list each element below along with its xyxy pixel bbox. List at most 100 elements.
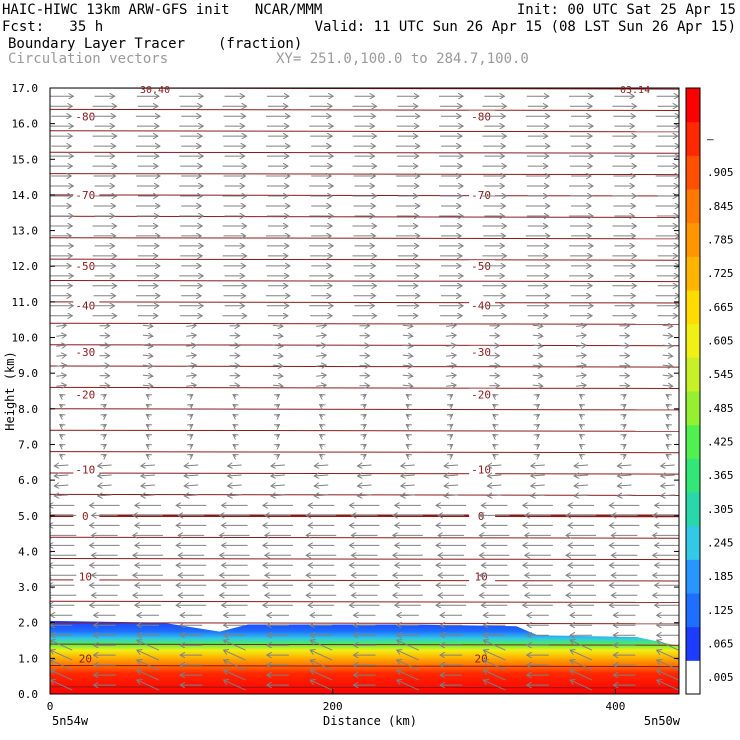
colorbar-label: .905: [707, 166, 734, 179]
y-tick-label: 3.0: [18, 581, 38, 594]
vector-arrow: [532, 345, 543, 346]
vector-arrow: [186, 355, 196, 356]
colorbar-swatch: [686, 458, 700, 493]
vector-arrow: [493, 425, 496, 427]
y-tick-label: 2.0: [18, 617, 38, 630]
vector-arrow: [402, 325, 413, 326]
vector-arrow: [224, 640, 246, 651]
colorbar-swatch: [686, 559, 700, 594]
vector-arrow: [103, 415, 106, 417]
vector-arrow: [184, 465, 199, 466]
contour-label-bg: [73, 299, 100, 312]
vector-arrow: [228, 485, 242, 486]
colorbar-swatch: [686, 424, 700, 459]
contour-label-bg: [469, 260, 496, 273]
vector-arrow: [532, 335, 543, 336]
vector-arrow: [271, 475, 285, 476]
vector-arrow: [661, 495, 675, 496]
vector-arrow: [142, 355, 153, 356]
vector-arrow: [623, 455, 626, 457]
vector-arrow: [316, 365, 326, 366]
colorbar-label: .185: [707, 570, 734, 583]
vector-arrow: [316, 355, 326, 356]
vector-arrow: [233, 405, 236, 407]
vector-arrow: [54, 475, 69, 476]
vector-arrow: [617, 465, 632, 466]
vector-arrow: [570, 650, 593, 661]
vector-arrow: [50, 680, 73, 691]
vector-arrow: [320, 405, 323, 407]
vector-arrow: [142, 345, 153, 346]
vector-arrow: [98, 465, 112, 466]
vector-arrow: [536, 405, 539, 407]
colorbar: .005 .065 .125 .185 .245 .305 .365 .425 .485 .545…: [685, 87, 734, 695]
plot-frame: [49, 87, 680, 695]
vector-arrow: [146, 395, 149, 397]
y-tick-label: 4.0: [18, 545, 38, 558]
vector-arrow: [141, 475, 155, 476]
vector-arrow: [574, 495, 589, 496]
vector-arrow: [446, 345, 456, 346]
vector-arrow: [363, 455, 366, 457]
vector-arrow: [271, 485, 285, 486]
vector-arrow: [531, 495, 545, 496]
vector-arrow: [141, 465, 155, 466]
vector-arrow: [662, 385, 673, 386]
vector-arrow: [233, 395, 236, 397]
contour-label: -10: [471, 463, 491, 476]
vector-arrow: [276, 445, 279, 447]
corner-label-left: 30.40: [140, 85, 170, 96]
contour-label: 0: [478, 510, 485, 523]
vector-arrow: [580, 405, 583, 407]
contour-label: -70: [75, 189, 95, 202]
contour-label: -20: [75, 389, 95, 402]
vector-arrow: [401, 465, 415, 466]
vector-arrow: [662, 355, 673, 356]
colorbar-swatch: [686, 492, 700, 527]
vector-arrow: [272, 325, 283, 326]
vector-arrow: [316, 325, 326, 326]
vector-arrow: [363, 435, 366, 437]
vector-arrow: [314, 495, 329, 496]
circulation-vectors: [50, 96, 679, 691]
vector-arrow: [406, 445, 409, 447]
vector-arrow: [576, 325, 586, 326]
vector-arrow: [103, 395, 106, 397]
vector-arrow: [60, 435, 63, 437]
vector-arrow: [146, 405, 149, 407]
vector-arrow: [531, 465, 545, 466]
xy-range: XY= 251.0,100.0 to 284.7,100.0: [276, 51, 529, 67]
vector-arrow: [358, 465, 372, 466]
vector-arrow: [98, 475, 112, 476]
vector-arrow: [146, 455, 149, 457]
vector-arrow: [50, 660, 73, 671]
colorbar-swatch: [686, 357, 700, 392]
vector-arrow: [54, 485, 69, 486]
vector-arrow: [666, 415, 669, 417]
title-left: HAIC-HIWC 13km ARW-GFS init NCAR/MMM: [2, 2, 323, 18]
vector-arrow: [617, 485, 632, 486]
forecast-hour: Fcst: 35 h: [2, 19, 104, 35]
x-tick-label: 400: [605, 700, 625, 713]
vector-arrow: [137, 640, 160, 651]
vector-arrow: [623, 395, 626, 397]
vector-arrow: [574, 485, 589, 486]
vector-arrow: [401, 485, 415, 486]
vector-arrow: [276, 425, 279, 427]
vector-arrow: [224, 670, 246, 681]
vector-arrow: [406, 455, 409, 457]
vector-arrow: [623, 415, 626, 417]
vector-arrow: [666, 395, 669, 397]
vector-arrow: [444, 485, 459, 486]
vector-arrow: [483, 660, 506, 671]
vector-arrow: [576, 365, 586, 366]
vector-arrow: [276, 435, 279, 437]
colorbar-swatch: [686, 121, 700, 156]
vector-arrow: [661, 465, 675, 466]
contour-label-bg: [73, 110, 100, 123]
vector-arrow: [450, 405, 453, 407]
contour-line: [50, 472, 679, 475]
colorbar-label: .785: [707, 234, 734, 247]
contour-label-bg: [73, 345, 100, 358]
